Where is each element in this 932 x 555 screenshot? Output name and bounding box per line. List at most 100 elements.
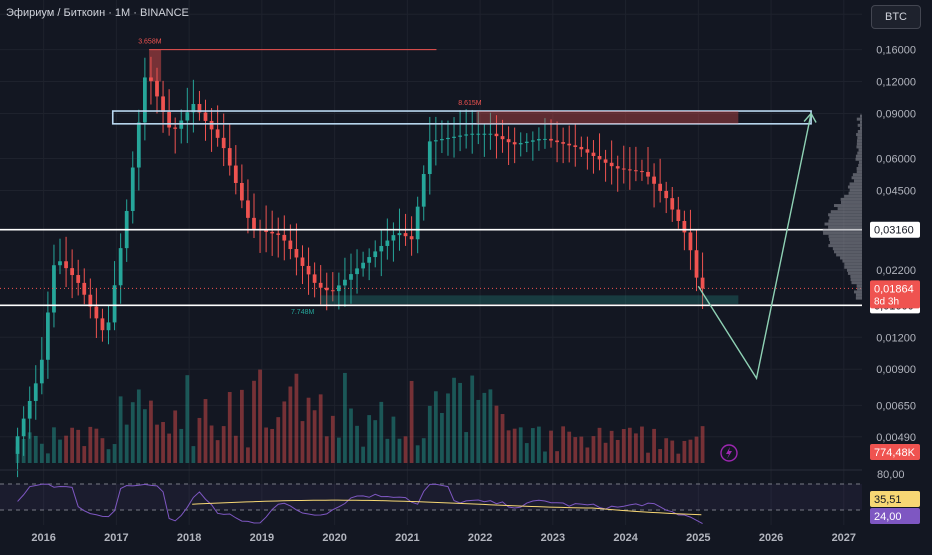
volume-bar [318,394,323,463]
volume-bar [664,438,669,463]
volume-profile-bar [840,200,862,204]
volume-profile-bar [855,293,862,297]
volume-profile-bar [852,173,862,177]
volume-profile-bar [849,182,862,186]
volume-bar [361,446,365,463]
volume-profile-bar [833,204,862,208]
candle-body [343,279,347,286]
volume-bar [634,433,638,463]
volume-bar [579,436,584,463]
volume-profile-bar [856,284,862,288]
projection-path [697,113,812,381]
level-upper-badge: 0,03160 [870,221,920,238]
candle-body [252,217,256,229]
candle-body [155,80,159,97]
candle-body [670,198,675,210]
volume-bar [482,392,487,463]
rsi-badge-bg [870,508,920,524]
candle-body [239,182,244,201]
candle-body [288,240,293,250]
currency-button[interactable]: BTC [871,5,921,29]
zone-volume-label: 8.615M [458,100,482,107]
volume-profile-bar [856,133,862,137]
volume-bar [191,446,196,463]
volume-bar [585,447,590,463]
volume-bar [506,430,511,463]
candle-body [185,112,190,121]
volume-bar [167,433,172,463]
candle-body [488,133,493,135]
candle-body [294,249,299,258]
candle-body [300,257,305,266]
rsi-ma-badge: 35,51 [870,491,920,507]
price-tick-label: 0,16000 [876,45,916,57]
low-volume-label: 7.748M [291,309,315,316]
volume-bar [573,437,578,463]
lightning-icon[interactable] [720,444,738,462]
candle-body [233,165,238,183]
volume-bar [118,396,123,463]
volume-bar [446,393,450,463]
volume-profile-bar [828,213,862,217]
candle-body [403,233,408,237]
volume-bar [355,425,359,463]
candle-body [397,233,402,236]
volume-profile-bar [851,176,862,180]
price-tick-label: 0,06000 [876,154,916,166]
volume-bar [688,439,693,463]
candle-body [94,306,99,319]
volume-profile-group [822,114,862,300]
volume-profile-bar [847,185,862,189]
volume-bar [270,428,275,463]
volume-bar [530,428,535,463]
volume-profile-bar [830,210,862,214]
candle-body [658,183,663,191]
time-tick-label: 2018 [177,532,201,544]
candle-body [615,166,620,169]
candle-body [76,275,81,283]
volume-profile-bar [858,160,862,164]
volume-bar [227,392,232,463]
volume-profile-bar [858,163,862,167]
volume-bar [252,380,256,463]
price-tick-label: 0,01200 [876,332,916,344]
volume-bar [336,437,341,463]
rsi-ma-line [192,499,702,516]
volume-bar [136,389,141,463]
candle-body [585,149,590,153]
candle-body [664,190,669,199]
volume-profile-bar [836,253,862,257]
volume-bar [609,430,614,463]
candle-body [330,290,335,292]
volume-bar [379,401,384,463]
projection-arrowhead [803,112,817,123]
high-volume-label: 3.658M [138,39,162,46]
candle-body [543,138,547,140]
volume-bar [682,440,687,463]
candle-body [173,127,178,129]
volume-profile-bar [860,126,862,130]
candle-body [215,129,220,138]
volume-profile-bar [849,188,862,192]
candle-body [118,248,123,286]
rsi-line [17,483,703,525]
candle-body [694,250,699,278]
volume-bar [39,443,44,463]
volume-profile-bar [848,191,862,195]
level-upper-badge-bg [870,221,920,238]
volume-profile-bar [851,281,862,285]
volume-profile-bar [858,148,862,152]
volume-bar [464,432,469,463]
countdown-text: 8d 3h [874,296,899,307]
candle-body [221,137,226,149]
volume-profile-bar [842,259,862,263]
candle-body [652,176,656,184]
candle-body [27,400,32,419]
volume-profile-bar [844,265,862,269]
volume-bar [397,438,402,463]
candle-body [573,145,578,147]
